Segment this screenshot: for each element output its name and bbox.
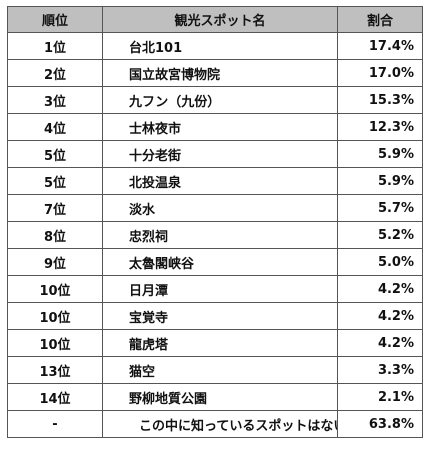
table-row: 10位 宝覚寺 4.2% (7, 302, 423, 330)
cell-spot-name: 猫空 (102, 356, 338, 384)
table-row: 4位 士林夜市 12.3% (7, 113, 423, 141)
cell-percentage: 15.3% (337, 86, 423, 114)
cell-spot-name: 龍虎塔 (102, 329, 338, 357)
table-row: 3位 九フン（九份） 15.3% (7, 86, 423, 114)
cell-spot-name: 十分老街 (102, 140, 338, 168)
table-row: - この中に知っているスポットはない 63.8% (7, 410, 423, 438)
table-row: 10位 龍虎塔 4.2% (7, 329, 423, 357)
cell-spot-name: この中に知っているスポットはない (102, 410, 338, 438)
cell-spot-name: 国立故宮博物院 (102, 59, 338, 87)
cell-percentage: 4.2% (337, 302, 423, 330)
cell-rank: 14位 (7, 383, 103, 411)
ranking-table-container: 順位 観光スポット名 割合 1位 台北101 17.4% 2位 国立故宮博物院 17.0… (7, 6, 423, 438)
cell-rank: 8位 (7, 221, 103, 249)
cell-spot-name: 日月潭 (102, 275, 338, 303)
cell-percentage: 5.7% (337, 194, 423, 222)
cell-percentage: 5.0% (337, 248, 423, 276)
cell-rank: 2位 (7, 59, 103, 87)
cell-percentage: 2.1% (337, 383, 423, 411)
cell-percentage: 17.0% (337, 59, 423, 87)
cell-spot-name: 台北101 (102, 32, 338, 60)
cell-rank: 5位 (7, 167, 103, 195)
table-row: 5位 北投温泉 5.9% (7, 167, 423, 195)
cell-spot-name: 淡水 (102, 194, 338, 222)
table-body: 1位 台北101 17.4% 2位 国立故宮博物院 17.0% 3位 九フン（九份） 15.… (7, 32, 423, 438)
cell-rank: 3位 (7, 86, 103, 114)
cell-spot-name: 忠烈祠 (102, 221, 338, 249)
header-rank: 順位 (7, 6, 103, 33)
cell-spot-name: 九フン（九份） (102, 86, 338, 114)
table-row: 8位 忠烈祠 5.2% (7, 221, 423, 249)
cell-rank: 4位 (7, 113, 103, 141)
header-row: 順位 観光スポット名 割合 (7, 6, 423, 33)
cell-rank: 1位 (7, 32, 103, 60)
table-row: 5位 十分老街 5.9% (7, 140, 423, 168)
cell-spot-name: 士林夜市 (102, 113, 338, 141)
cell-spot-name: 北投温泉 (102, 167, 338, 195)
cell-rank: 13位 (7, 356, 103, 384)
header-percentage: 割合 (337, 6, 423, 33)
table-row: 13位 猫空 3.3% (7, 356, 423, 384)
table-header: 順位 観光スポット名 割合 (7, 6, 423, 33)
cell-spot-name: 宝覚寺 (102, 302, 338, 330)
cell-percentage: 4.2% (337, 275, 423, 303)
cell-percentage: 17.4% (337, 32, 423, 60)
cell-percentage: 4.2% (337, 329, 423, 357)
cell-percentage: 5.2% (337, 221, 423, 249)
cell-rank: 9位 (7, 248, 103, 276)
table-row: 2位 国立故宮博物院 17.0% (7, 59, 423, 87)
table-row: 7位 淡水 5.7% (7, 194, 423, 222)
cell-percentage: 63.8% (337, 410, 423, 438)
table-row: 14位 野柳地質公園 2.1% (7, 383, 423, 411)
table-row: 1位 台北101 17.4% (7, 32, 423, 60)
cell-rank: 5位 (7, 140, 103, 168)
header-spot-name: 観光スポット名 (102, 6, 338, 33)
cell-rank: 7位 (7, 194, 103, 222)
cell-percentage: 5.9% (337, 140, 423, 168)
cell-percentage: 12.3% (337, 113, 423, 141)
cell-rank: 10位 (7, 302, 103, 330)
cell-spot-name: 野柳地質公園 (102, 383, 338, 411)
cell-spot-name: 太魯閣峡谷 (102, 248, 338, 276)
cell-percentage: 5.9% (337, 167, 423, 195)
cell-rank: 10位 (7, 329, 103, 357)
cell-rank: 10位 (7, 275, 103, 303)
ranking-table: 順位 観光スポット名 割合 1位 台北101 17.4% 2位 国立故宮博物院 17.0… (7, 6, 423, 438)
cell-percentage: 3.3% (337, 356, 423, 384)
cell-rank: - (7, 410, 103, 438)
table-row: 9位 太魯閣峡谷 5.0% (7, 248, 423, 276)
table-row: 10位 日月潭 4.2% (7, 275, 423, 303)
